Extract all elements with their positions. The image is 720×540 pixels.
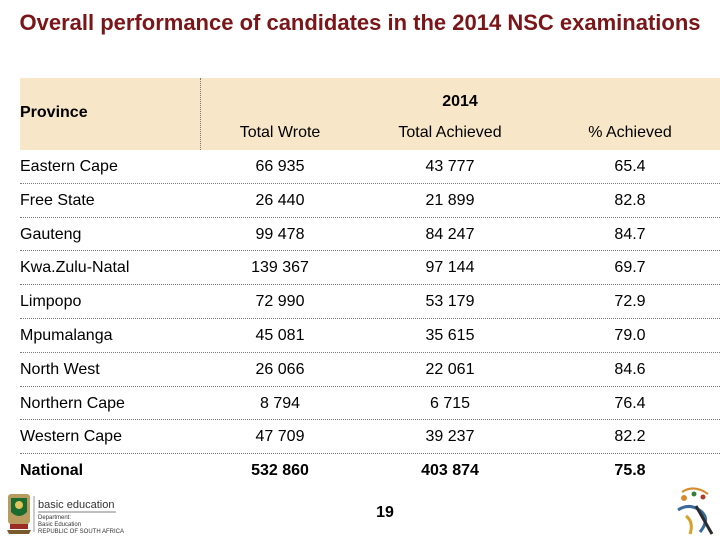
percent-achieved-cell: 75.8 <box>614 462 646 480</box>
total-achieved-cell: 21 899 <box>425 191 475 209</box>
province-cell: Mpumalanga <box>20 327 113 344</box>
percent-achieved-cell: 69.7 <box>614 259 646 277</box>
total-wrote-cell: 99 478 <box>255 225 305 243</box>
province-cell: Kwa.Zulu-Natal <box>20 259 130 277</box>
year-header: 2014 <box>442 93 478 110</box>
province-cell: Free State <box>20 191 95 209</box>
row-divider <box>20 453 720 455</box>
percent-achieved-cell: 79.0 <box>614 327 646 344</box>
slide-title: Overall performance of candidates in the… <box>19 10 701 35</box>
column-header: % Achieved <box>588 124 672 141</box>
total-achieved-cell: 403 874 <box>421 462 479 480</box>
total-wrote-cell: 8 794 <box>259 394 301 412</box>
row-divider <box>20 250 720 252</box>
total-achieved-cell: 22 061 <box>425 360 475 378</box>
percent-achieved-cell: 72.9 <box>614 293 646 311</box>
total-wrote-cell: 139 367 <box>251 259 309 277</box>
province-cell: Limpopo <box>20 293 82 311</box>
province-cell: Eastern Cape <box>20 158 118 175</box>
percent-achieved-cell: 82.2 <box>614 428 646 446</box>
total-achieved-cell: 84 247 <box>425 225 475 243</box>
column-header: Total Wrote <box>239 124 321 141</box>
percent-achieved-cell: 82.8 <box>614 191 646 209</box>
total-achieved-cell: 35 615 <box>425 327 475 344</box>
total-wrote-cell: 72 990 <box>255 293 305 311</box>
total-achieved-cell: 43 777 <box>425 158 475 175</box>
page-number: 19 <box>376 504 394 521</box>
logo-line: Department: <box>38 515 71 521</box>
logo-main-text: basic education <box>38 499 114 511</box>
department-logo: basic education Department: Basic Educat… <box>7 494 124 535</box>
total-achieved-cell: 53 179 <box>425 293 475 311</box>
province-cell: Northern Cape <box>20 394 125 412</box>
column-header: Total Achieved <box>398 124 502 141</box>
total-achieved-cell: 39 237 <box>425 428 475 446</box>
percent-achieved-cell: 84.7 <box>614 225 646 243</box>
row-divider <box>20 385 720 387</box>
total-achieved-cell: 97 144 <box>425 259 475 277</box>
coat-of-arms-icon <box>7 494 31 534</box>
row-divider <box>20 284 720 286</box>
province-cell: Western Cape <box>20 428 122 446</box>
row-divider <box>20 419 720 421</box>
province-cell: North West <box>20 360 100 378</box>
row-divider <box>20 351 720 353</box>
logo-line: REPUBLIC OF SOUTH AFRICA <box>38 529 124 535</box>
province-cell: National <box>20 462 84 480</box>
year-header-bg <box>200 78 720 150</box>
total-wrote-cell: 66 935 <box>255 158 305 175</box>
province-cell: Gauteng <box>20 225 82 243</box>
total-wrote-cell: 532 860 <box>251 462 309 480</box>
total-achieved-cell: 6 715 <box>429 394 471 412</box>
province-header-bg <box>20 78 200 150</box>
row-divider <box>20 182 720 184</box>
header-divider <box>200 78 201 150</box>
anniversary-emblem-icon <box>677 487 714 535</box>
province-header: Province <box>20 104 88 121</box>
row-divider <box>20 216 720 218</box>
total-wrote-cell: 45 081 <box>255 327 305 344</box>
percent-achieved-cell: 76.4 <box>614 394 646 412</box>
row-divider <box>20 318 720 319</box>
total-wrote-cell: 26 066 <box>255 360 305 378</box>
total-wrote-cell: 26 440 <box>255 191 305 209</box>
total-wrote-cell: 47 709 <box>255 428 305 446</box>
percent-achieved-cell: 84.6 <box>614 360 646 378</box>
logo-line: Basic Education <box>38 522 81 528</box>
percent-achieved-cell: 65.4 <box>614 158 646 175</box>
results-table: Province 2014 Total Wrote Total Achieved… <box>20 78 720 484</box>
